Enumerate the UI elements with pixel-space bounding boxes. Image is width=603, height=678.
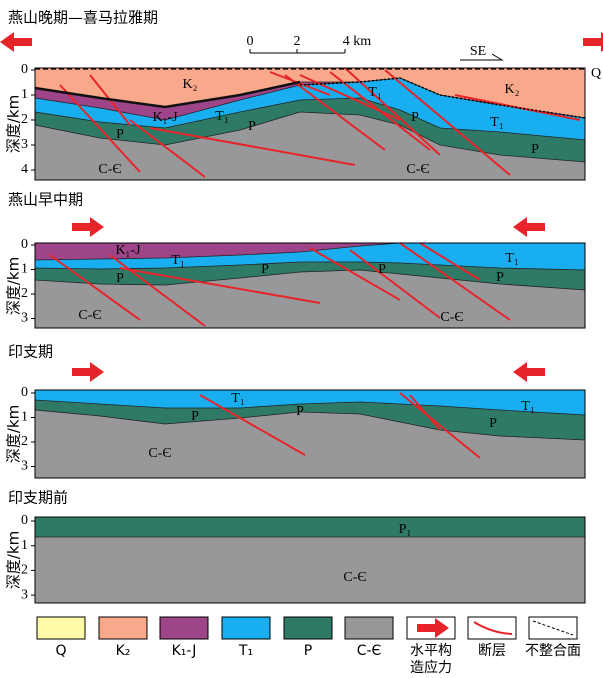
unit-label: P	[261, 262, 269, 277]
axis-label: 深度/km	[5, 405, 23, 463]
unit-label: T₁	[171, 253, 184, 268]
unit-label: C-Є	[148, 446, 171, 461]
unit-label: C-Є	[98, 162, 121, 177]
unit-label: K₁-J	[115, 243, 141, 258]
unit-label: P	[411, 110, 419, 125]
unit-label: K₁-J	[152, 110, 178, 125]
unit-label: P	[496, 270, 504, 285]
unit-label: C-Є	[78, 308, 101, 323]
tick-label: 0	[21, 237, 28, 252]
legend-label: 水平构造应力	[408, 643, 454, 677]
stress-arrow	[513, 217, 545, 237]
tick-label: 4	[21, 162, 28, 177]
legend-swatch	[99, 617, 147, 639]
legend-label: T₁	[218, 643, 274, 660]
stress-arrow	[0, 32, 32, 52]
unit-label: C-Є	[343, 570, 366, 585]
unit-label: P	[116, 271, 124, 286]
unit-label: T₁	[215, 109, 228, 124]
tick-label: 0	[21, 62, 28, 77]
tick-label: 0	[21, 513, 28, 528]
unit-label: K₂	[183, 77, 198, 92]
axis-label: 深度/km	[5, 531, 23, 589]
unit-label: T₁	[490, 115, 503, 130]
stress-arrow	[72, 362, 104, 382]
layer	[35, 537, 585, 603]
legend-swatch	[160, 617, 208, 639]
axis-label: 深度/km	[5, 95, 23, 153]
unit-label: T₁	[368, 85, 381, 100]
legend-label: P	[280, 643, 336, 660]
legend-swatch	[37, 617, 85, 639]
legend-swatch	[284, 617, 332, 639]
legend-swatch	[222, 617, 270, 639]
panel-title: 燕山早中期	[8, 191, 83, 209]
legend-label: 断层	[464, 643, 520, 660]
unit-label: Q	[591, 66, 601, 81]
unit-label: C-Є	[406, 162, 429, 177]
unit-label: T₁	[231, 391, 244, 406]
legend-label: 不整合面	[525, 643, 581, 660]
unit-label: P	[116, 127, 124, 142]
scale-label: 4 km	[343, 34, 372, 49]
legend-swatch	[345, 617, 393, 639]
panel-title: 印支期	[8, 343, 53, 361]
unit-label: P₁	[399, 522, 412, 537]
unit-label: T₁	[521, 399, 534, 414]
panel-title: 燕山晚期—喜马拉雅期	[8, 9, 158, 27]
unit-label: P	[378, 262, 386, 277]
page: 燕山晚期—喜马拉雅期01234深度/kmK₂K₁-JT₁PPC-ЄT₁PT₁PC…	[0, 0, 603, 678]
axis-label: 深度/km	[5, 257, 23, 315]
legend-label: C-Є	[341, 643, 397, 660]
unit-label: C-Є	[440, 310, 463, 325]
panel-title: 印支期前	[8, 489, 68, 507]
tick-label: 0	[21, 385, 28, 400]
scale-label: 2	[294, 34, 301, 49]
unit-label: P	[296, 404, 304, 419]
unit-label: P	[248, 119, 256, 134]
stress-arrow	[513, 362, 545, 382]
unit-label: T₁	[505, 251, 518, 266]
unit-label: P	[489, 416, 497, 431]
legend-swatch	[468, 617, 516, 639]
unit-label: P	[191, 409, 199, 424]
stress-arrow	[583, 32, 603, 52]
legend-label: Q	[33, 643, 89, 660]
diagram: 燕山晚期—喜马拉雅期01234深度/kmK₂K₁-JT₁PPC-ЄT₁PT₁PC…	[0, 0, 603, 678]
unit-label: K₂	[505, 82, 520, 97]
legend-label: K₁-J	[156, 643, 212, 660]
direction-label: SE	[470, 44, 486, 59]
legend-label: K₂	[95, 643, 151, 660]
unit-label: P	[531, 142, 539, 157]
stress-arrow	[72, 217, 104, 237]
scale-label: 0	[247, 34, 254, 49]
